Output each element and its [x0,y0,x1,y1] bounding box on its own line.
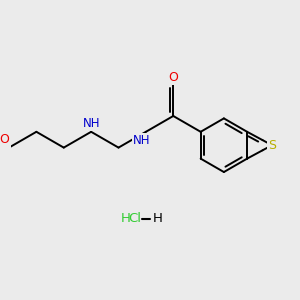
Text: O: O [0,134,9,146]
Text: NH: NH [133,134,151,147]
Text: S: S [268,139,276,152]
Text: H: H [120,212,130,226]
Text: O: O [168,71,178,84]
Text: NH: NH [82,117,100,130]
Text: Cl: Cl [128,212,141,226]
Text: H: H [153,212,163,226]
